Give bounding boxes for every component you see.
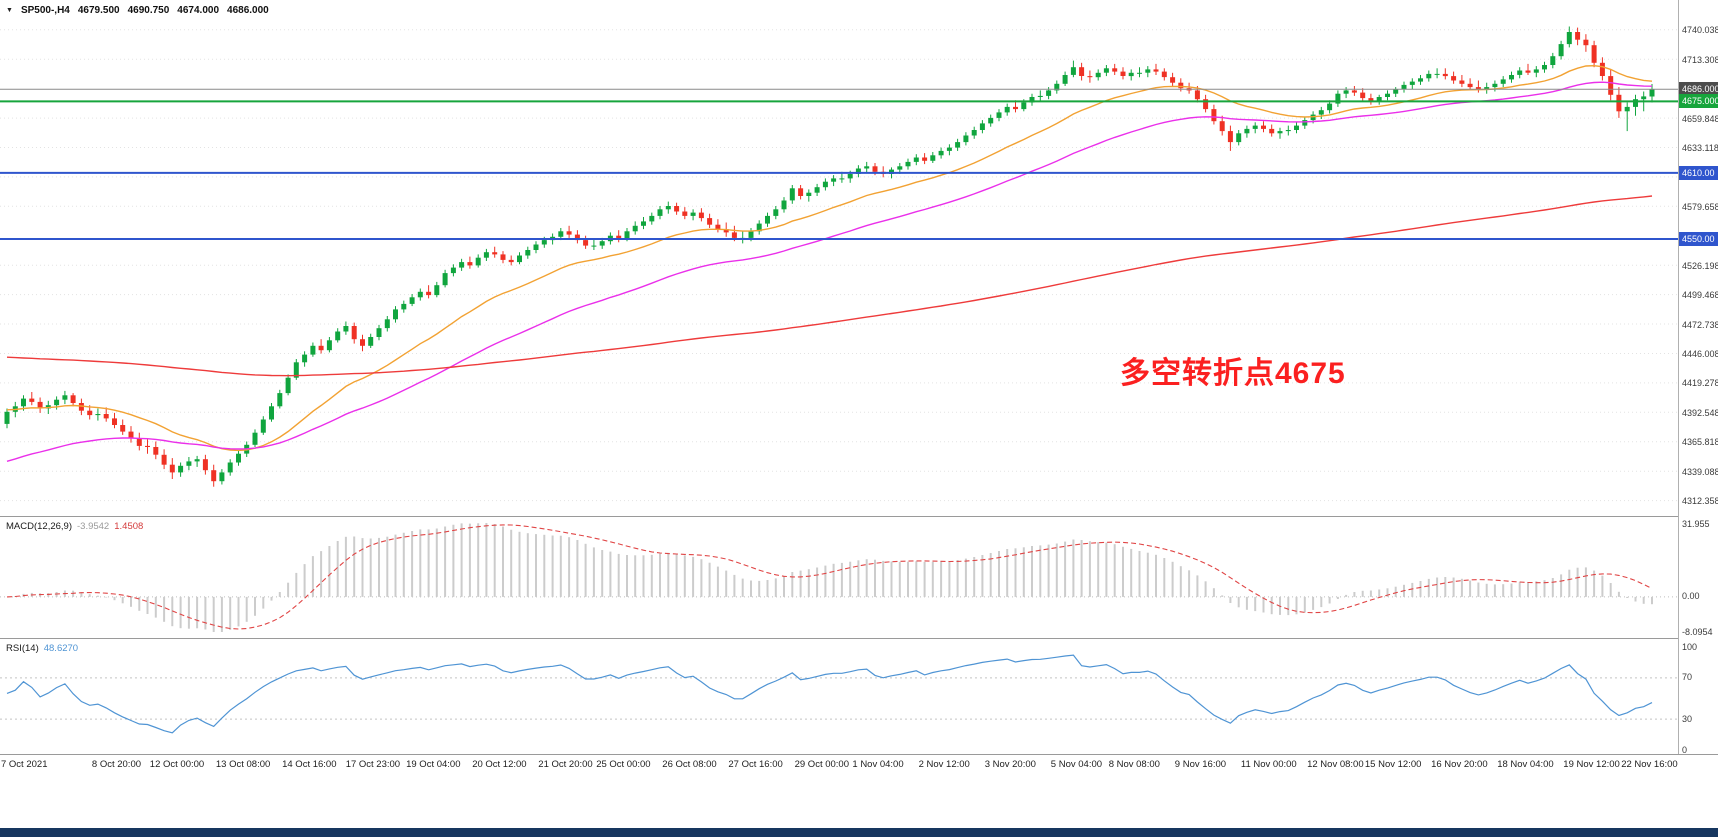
price-axis-label: 4713.308: [1682, 54, 1718, 65]
price-axis-label: 4526.198: [1682, 260, 1718, 271]
bar-open-value: 4679.500: [77, 5, 120, 16]
time-axis-label: 20 Oct 12:00: [472, 759, 527, 770]
rsi-value: 48.6270: [43, 643, 79, 654]
chart-annotation-text[interactable]: 多空转折点4675: [1120, 357, 1346, 390]
time-axis-label: 5 Nov 04:00: [1050, 759, 1103, 770]
ma-mid-magenta: [6, 81, 1653, 462]
price-axis-label: 4633.118: [1682, 143, 1718, 153]
rsi-axis-label: 0: [1682, 744, 1688, 755]
time-axis-label: 3 Nov 20:00: [984, 759, 1036, 770]
price-axis-label: 4339.088: [1682, 466, 1718, 477]
price-axis[interactable]: 4740.0384713.3084659.8484633.1184606.388…: [1678, 0, 1718, 755]
ma-slow-red: [6, 195, 1653, 377]
macd-histogram: [14, 523, 1653, 632]
price-chart-panel[interactable]: ▼ SP500-,H4 4679.500 4690.750 4674.000 4…: [0, 0, 1678, 516]
price-axis-badge: 4675.000: [1679, 94, 1718, 109]
macd-signal-line: [6, 524, 1653, 630]
bar-close-value: 4686.000: [227, 5, 269, 16]
window-bottom-bar: [0, 828, 1718, 837]
rsi-axis-label: 70: [1682, 672, 1693, 683]
time-axis-label: 27 Oct 16:00: [728, 759, 783, 770]
time-axis[interactable]: 7 Oct 2021 8 Oct 20:00 12 Oct 00:00 13 Oct …: [0, 754, 1718, 778]
macd-axis-label: -8.0954: [1682, 627, 1713, 637]
time-axis-label: 18 Nov 04:00: [1497, 759, 1554, 770]
macd-label: MACD(12,26,9) -3.9542 1.4508: [6, 521, 143, 532]
rsi-axis-label: 30: [1682, 713, 1693, 724]
price-axis-label: 4659.848: [1682, 113, 1718, 124]
macd-chart[interactable]: [0, 517, 1678, 638]
ma-fast-orange: [6, 64, 1653, 452]
rsi-label: RSI(14) 48.6270: [6, 643, 78, 654]
rsi-panel[interactable]: RSI(14) 48.6270: [0, 638, 1678, 754]
price-axis-label: 4740.038: [1682, 25, 1718, 36]
time-axis-label: 12 Oct 00:00: [149, 759, 205, 770]
time-axis-label: 1 Nov 04:00: [852, 759, 904, 770]
time-axis-label: 19 Nov 12:00: [1563, 759, 1620, 770]
time-axis-label: 8 Oct 20:00: [91, 759, 142, 770]
macd-axis-label: 0.00: [1682, 591, 1700, 602]
price-axis-label: 4365.818: [1682, 437, 1718, 448]
time-axis-label: 7 Oct 2021: [1, 759, 48, 770]
time-axis-label: 8 Nov 08:00: [1108, 759, 1160, 770]
time-axis-label: 25 Oct 00:00: [596, 759, 651, 770]
price-axis-label: 4499.468: [1682, 290, 1718, 301]
time-axis-label: 9 Nov 16:00: [1174, 759, 1227, 770]
price-axis-label: 4446.008: [1682, 349, 1718, 359]
macd-axis-label: 31.955: [1682, 519, 1710, 529]
time-axis-label: 13 Oct 08:00: [215, 759, 271, 770]
symbol-timeframe-label: SP500-,H4: [20, 5, 70, 16]
bar-high-value: 4690.750: [127, 5, 170, 16]
time-axis-label: 21 Oct 20:00: [538, 759, 593, 770]
time-axis-label: 26 Oct 08:00: [662, 759, 717, 770]
price-axis-badge: 4686.000: [1679, 82, 1718, 97]
macd-panel[interactable]: MACD(12,26,9) -3.9542 1.4508: [0, 516, 1678, 638]
rsi-axis-label: 100: [1682, 641, 1698, 652]
rsi-name: RSI(14): [6, 643, 39, 654]
time-axis-label: 29 Oct 00:00: [794, 759, 849, 770]
rsi-line: [6, 654, 1653, 734]
time-axis-label: 2 Nov 12:00: [918, 759, 970, 770]
time-axis-label: 22 Nov 16:00: [1621, 759, 1678, 770]
time-axis-label: 19 Oct 04:00: [406, 759, 461, 770]
horizontal-price-lines[interactable]: [0, 88, 1678, 240]
chart-title: ▼ SP500-,H4 4679.500 4690.750 4674.000 4…: [6, 5, 269, 16]
candlestick-chart[interactable]: [0, 0, 1678, 516]
rsi-levels: [0, 677, 1678, 720]
price-axis-badge: 4550.00: [1679, 232, 1718, 246]
price-axis-label: 4312.358: [1682, 496, 1718, 507]
rsi-chart[interactable]: [0, 639, 1678, 754]
time-axis-label: 15 Nov 12:00: [1364, 759, 1422, 770]
macd-name: MACD(12,26,9): [6, 521, 72, 532]
time-axis-label: 12 Nov 08:00: [1307, 759, 1364, 770]
price-axis-label: 4472.738: [1682, 319, 1718, 330]
macd-main-value: -3.9542: [77, 521, 110, 532]
one-click-trading-icon[interactable]: ▼: [6, 7, 13, 14]
price-axis-badge: 4610.00: [1679, 165, 1718, 180]
candlestick-series: [4, 26, 1655, 487]
price-axis-label: 4419.278: [1682, 378, 1718, 389]
time-axis-label: 11 Nov 00:00: [1240, 759, 1297, 770]
price-axis-label: 4579.658: [1682, 201, 1718, 212]
time-axis-label: 17 Oct 23:00: [345, 759, 401, 770]
macd-signal-value: 1.4508: [114, 521, 144, 532]
bar-low-value: 4674.000: [177, 5, 220, 16]
time-axis-label: 14 Oct 16:00: [282, 759, 337, 770]
time-axis-label: 16 Nov 20:00: [1431, 759, 1488, 770]
price-axis-label: 4392.548: [1682, 407, 1718, 418]
